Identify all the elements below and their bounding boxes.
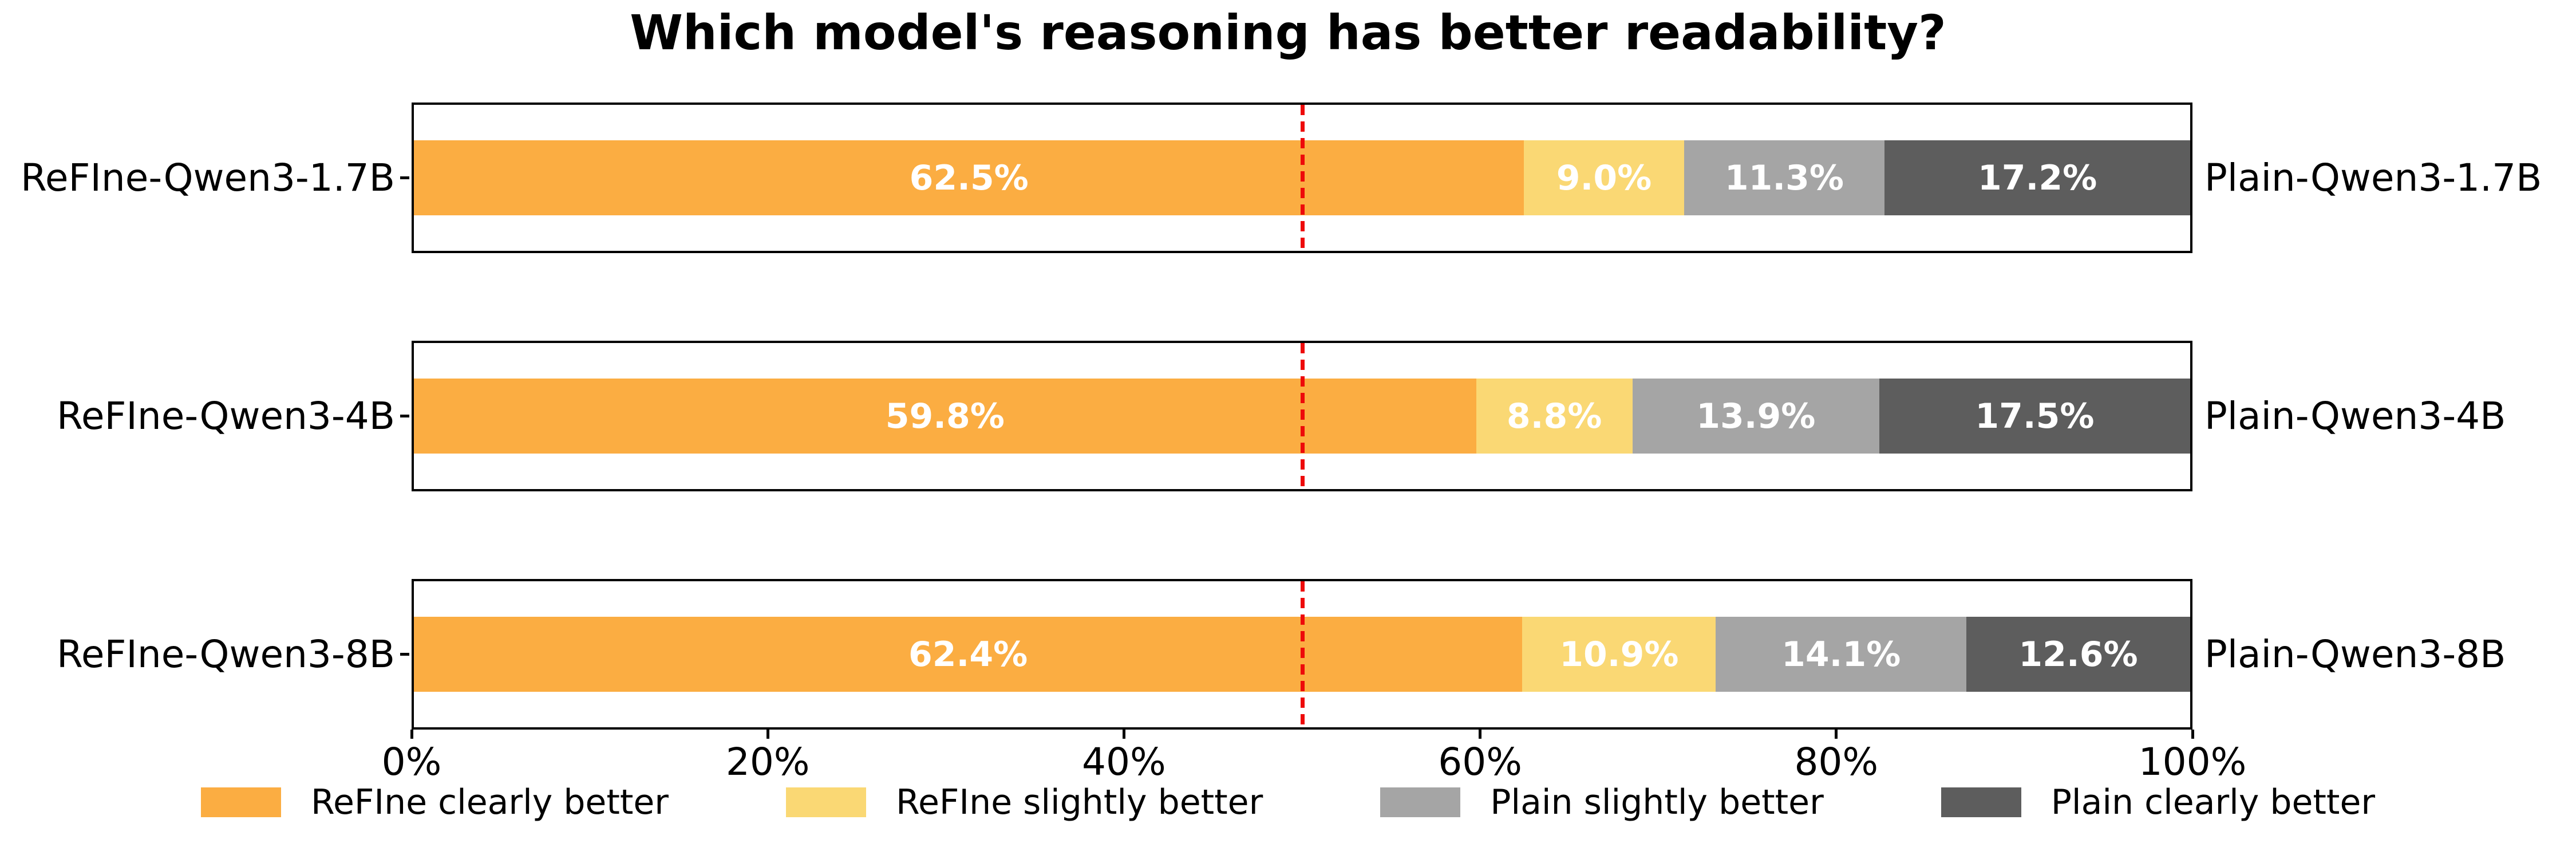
bar-segment: 13.9%: [1632, 379, 1879, 454]
x-axis-tick: [410, 730, 413, 739]
bar-segment-label: 14.1%: [1781, 634, 1901, 675]
bar-segment-label: 12.6%: [2018, 634, 2138, 675]
x-axis-tick: [1479, 730, 1482, 739]
row-label-left: ReFIne-Qwen3-8B: [56, 632, 395, 676]
row-label-right: Plain-Qwen3-1.7B: [2204, 155, 2542, 200]
bar-segment-label: 62.5%: [909, 157, 1029, 198]
subplot-frame: 62.4% 10.9% 14.1% 12.6%: [412, 579, 2192, 730]
bar-segment: 10.9%: [1522, 617, 1716, 692]
bar-segment: 8.8%: [1476, 379, 1633, 454]
bar-segment-label: 9.0%: [1556, 157, 1652, 198]
reference-line: [1300, 581, 1305, 727]
subplot-frame: 62.5% 9.0% 11.3% 17.2%: [412, 103, 2192, 253]
bar-segment-label: 13.9%: [1696, 396, 1816, 436]
subplot-frame: 59.8% 8.8% 13.9% 17.5%: [412, 341, 2192, 491]
bar-segment: 9.0%: [1524, 140, 1684, 215]
bar-segment: 59.8%: [414, 379, 1476, 454]
legend-entry: Plain clearly better: [1941, 782, 2375, 822]
x-axis-tick-label: 100%: [2138, 740, 2247, 784]
x-axis-tick-label: 40%: [1082, 740, 1166, 784]
legend-label: Plain slightly better: [1490, 782, 1824, 822]
legend-swatch: [1941, 787, 2021, 817]
y-axis-tick: [400, 176, 409, 179]
bar-segment-label: 11.3%: [1724, 157, 1844, 198]
bar-segment: 14.1%: [1716, 617, 1966, 692]
reference-line: [1300, 105, 1305, 251]
row-label-left: ReFIne-Qwen3-1.7B: [20, 155, 395, 200]
bar-segment: 17.2%: [1884, 140, 2190, 215]
bar-segment-label: 17.2%: [1978, 157, 2097, 198]
row-label-left: ReFIne-Qwen3-4B: [56, 393, 395, 438]
bar-segment: 12.6%: [1966, 617, 2190, 692]
legend-entry: Plain slightly better: [1380, 782, 1824, 822]
x-axis-tick-label: 60%: [1438, 740, 1522, 784]
legend-label: ReFIne clearly better: [310, 782, 669, 822]
x-axis-tick: [1835, 730, 1838, 739]
bar-segment-label: 59.8%: [885, 396, 1005, 436]
x-axis-tick-label: 80%: [1794, 740, 1879, 784]
bar-segment: 11.3%: [1684, 140, 1885, 215]
stacked-bar: 59.8% 8.8% 13.9% 17.5%: [414, 379, 2190, 454]
bar-segment: 62.5%: [414, 140, 1524, 215]
x-axis-tick: [766, 730, 769, 739]
legend-swatch: [785, 787, 866, 817]
row-label-right: Plain-Qwen3-8B: [2204, 632, 2506, 676]
bar-segment: 17.5%: [1879, 379, 2190, 454]
legend-label: ReFIne slightly better: [895, 782, 1263, 822]
x-axis-tick-label: 0%: [381, 740, 442, 784]
y-axis-tick: [400, 415, 409, 417]
bar-segment: 62.4%: [414, 617, 1523, 692]
legend-swatch: [1380, 787, 1461, 817]
bar-segment-label: 8.8%: [1506, 396, 1602, 436]
x-axis-tick: [1122, 730, 1125, 739]
x-axis-tick-label: 20%: [725, 740, 810, 784]
stacked-bar: 62.4% 10.9% 14.1% 12.6%: [414, 617, 2190, 692]
legend: ReFIne clearly better ReFIne slightly bet…: [0, 782, 2576, 822]
y-axis-tick: [400, 653, 409, 656]
bar-segment-label: 62.4%: [908, 634, 1028, 675]
bar-segment-label: 10.9%: [1559, 634, 1679, 675]
reference-line: [1300, 343, 1305, 489]
legend-swatch: [200, 787, 281, 817]
row-label-right: Plain-Qwen3-4B: [2204, 393, 2506, 438]
legend-entry: ReFIne clearly better: [200, 782, 669, 822]
chart-title: Which model's reasoning has better reada…: [630, 5, 1946, 61]
stacked-bar: 62.5% 9.0% 11.3% 17.2%: [414, 140, 2190, 215]
legend-label: Plain clearly better: [2050, 782, 2376, 822]
legend-entry: ReFIne slightly better: [785, 782, 1263, 822]
x-axis-tick: [2191, 730, 2194, 739]
bar-segment-label: 17.5%: [1975, 396, 2095, 436]
